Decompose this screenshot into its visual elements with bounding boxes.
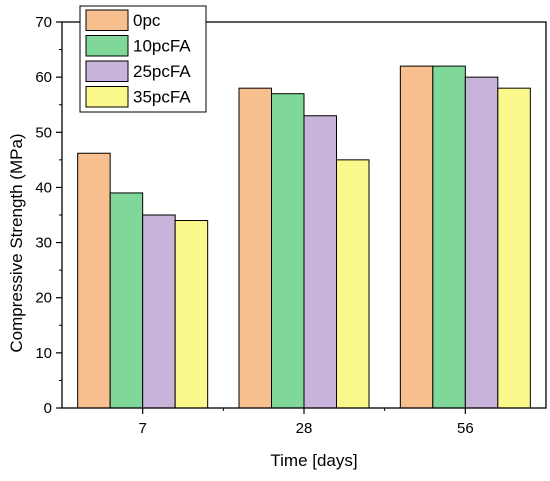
bar-35pcFA-7 — [174, 220, 209, 409]
bar-25pcFA-56 — [464, 76, 499, 409]
bar-10pcFA-56 — [432, 65, 466, 409]
legend-swatch-0pc — [85, 9, 129, 31]
bar-10pcFA-7 — [109, 192, 144, 409]
y-tick-label: 40 — [35, 179, 52, 196]
x-axis-title: Time [days] — [270, 451, 357, 470]
bars-group — [77, 65, 531, 409]
legend-label-35pcFA: 35pcFA — [133, 88, 191, 107]
y-tick-label: 10 — [35, 345, 52, 362]
y-tick-label: 0 — [44, 400, 52, 417]
y-tick-label: 50 — [35, 124, 52, 141]
x-tick-label: 56 — [457, 420, 474, 437]
bar-35pcFA-56 — [497, 87, 531, 409]
x-tick-label: 28 — [296, 420, 313, 437]
x-tick-label: 7 — [138, 420, 146, 437]
legend-swatch-35pcFA — [85, 86, 129, 108]
y-tick-label: 70 — [35, 14, 52, 31]
legend-label-10pcFA: 10pcFA — [133, 37, 191, 56]
bar-25pcFA-7 — [142, 214, 176, 409]
axes-group: 0 10 20 30 40 50 60 70 7 28 56 — [35, 14, 547, 437]
y-tick-label: 60 — [35, 69, 52, 86]
bar-0pc-7 — [77, 152, 111, 409]
y-tick-label: 20 — [35, 290, 52, 307]
y-tick-label: 30 — [35, 235, 52, 252]
legend-swatch-10pcFA — [85, 35, 129, 57]
legend: 0pc 10pcFA 25pcFA 35pcFA — [79, 5, 207, 113]
legend-label-0pc: 0pc — [133, 11, 161, 30]
bar-10pcFA-28 — [271, 93, 305, 409]
bar-35pcFA-28 — [336, 159, 370, 409]
bar-25pcFA-28 — [303, 115, 337, 409]
legend-swatch-25pcFA — [85, 60, 129, 82]
y-axis-title: Compressive Strength (MPa) — [7, 133, 26, 352]
legend-label-25pcFA: 25pcFA — [133, 62, 191, 81]
bar-0pc-56 — [399, 65, 434, 409]
bar-0pc-28 — [238, 87, 272, 409]
